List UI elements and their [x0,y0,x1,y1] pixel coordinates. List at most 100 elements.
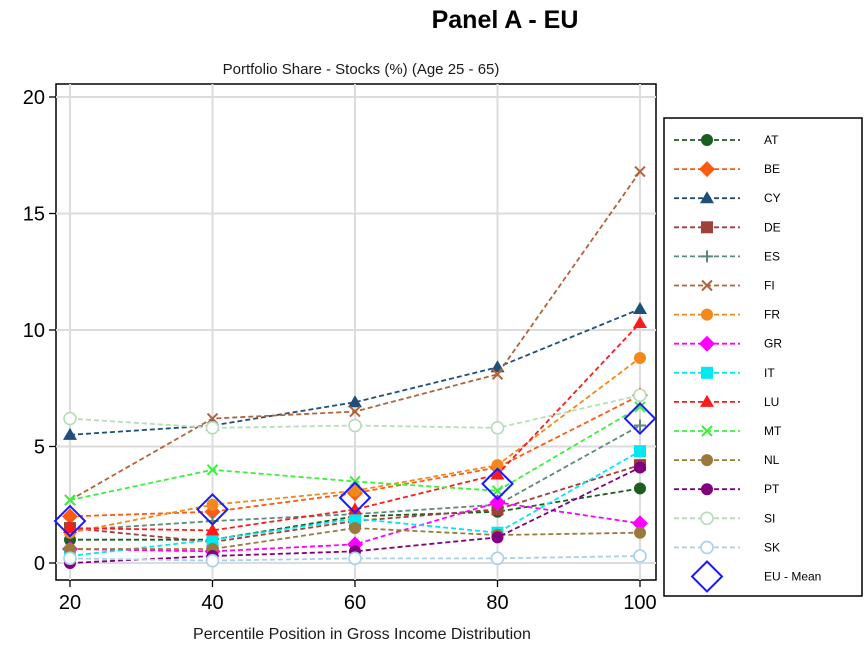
data-point-mt [64,494,76,506]
legend-label-de: DE [764,220,781,234]
data-point-nl [634,526,646,539]
x-tick-label: 100 [623,592,656,614]
legend-marker-es [701,250,713,263]
legend-marker-de [701,221,713,234]
legend-item-be: BE [674,161,780,178]
legend-label-fr: FR [764,308,780,322]
series-layer [53,165,657,569]
data-point-cy [63,427,77,440]
legend-marker-eu-mean [690,560,724,593]
legend-item-es: ES [674,249,780,263]
legend-label-pt: PT [764,482,780,496]
legend-marker-be [699,161,715,178]
data-point-lu [348,502,362,515]
legend-item-sk: SK [674,540,780,554]
legend-label-si: SI [764,511,775,525]
data-point-eu-mean [623,402,657,435]
legend-item-pt: PT [674,482,780,496]
data-point-nl [64,543,76,556]
data-point-fr [349,484,361,497]
data-point-fi [634,165,646,178]
data-point-pt [491,531,504,544]
legend-marker-lu [700,394,714,407]
legend-label-fi: FI [764,279,775,293]
series-line-nl [70,527,641,550]
data-point-it [634,445,646,458]
data-point-eu-mean [196,492,229,526]
data-point-nl [349,522,361,535]
data-point-it [206,533,219,546]
data-point-sk [348,551,362,566]
data-point-fr [206,498,219,511]
data-point-it [349,512,361,525]
series-nl [64,522,646,556]
series-line-es [69,424,641,532]
data-point-sk [63,551,77,566]
legend-item-fi: FI [674,279,775,293]
data-point-si [348,418,362,433]
x-tick-label: 20 [59,592,81,614]
series-sk [63,549,647,568]
legend-label-es: ES [764,249,780,263]
legend-marker-pt [701,483,713,496]
series-line-si [69,394,641,429]
data-point-mt [206,464,219,476]
series-eu-mean [53,402,657,538]
x-axis-label: Percentile Position in Gross Income Dist… [193,626,531,643]
x-tick-label: 40 [201,592,223,614]
legend-marker-cy [700,191,714,204]
legend-label-gr: GR [764,337,782,351]
legend-item-gr: GR [674,335,782,352]
series-line-be [69,394,641,518]
data-point-mt [634,401,646,413]
legend-label-at: AT [764,133,779,147]
data-point-cy [633,302,647,315]
legend-marker-at [701,134,713,146]
data-point-eu-mean [481,467,514,501]
data-point-gr [489,494,506,511]
data-point-lu [633,316,647,329]
data-point-fr [491,459,504,472]
legend-marker-fi [701,279,713,292]
data-point-lu [63,521,77,534]
legend-box [663,117,863,597]
legend-item-eu-mean: EU - Mean [690,560,821,593]
legend-marker-sk [700,540,714,555]
legend-marker-nl [701,454,713,467]
legend-item-at: AT [674,133,779,147]
series-lu [63,316,647,536]
data-point-sk [633,549,647,563]
y-axis: 0 5 10 15 20 [23,87,56,575]
x-axis: 20 40 60 80 100 [59,580,657,614]
x-tick-label: 80 [486,592,508,614]
legend-label-it: IT [764,366,775,380]
series-si [63,388,647,435]
legend-marker-it [701,366,713,379]
legend-item-cy: CY [674,191,781,205]
legend-marker-fr [701,308,713,321]
data-point-lu [490,467,505,480]
legend-item-fr: FR [674,308,780,322]
legend-item-nl: NL [674,453,780,467]
data-point-at [634,482,646,495]
panel-title: Panel A - EU [431,6,579,34]
y-tick-label: 15 [23,204,45,226]
data-point-fi [491,368,504,380]
data-point-sk [490,551,505,566]
data-point-fi [206,412,219,425]
data-point-si [490,421,505,435]
legend-label-eu-mean: EU - Mean [764,570,821,584]
series-line-pt [69,466,641,564]
y-tick-label: 10 [23,320,45,342]
legend-label-mt: MT [764,424,782,438]
data-point-eu-mean [53,504,87,538]
legend-label-sk: SK [764,540,780,554]
data-point-gr [632,515,648,532]
legend-label-cy: CY [764,191,781,205]
legend-marker-mt [701,425,713,437]
legend-item-si: SI [674,511,775,525]
data-point-sk [205,553,220,568]
legend-marker-gr [699,335,715,352]
legend-item-mt: MT [674,424,782,438]
